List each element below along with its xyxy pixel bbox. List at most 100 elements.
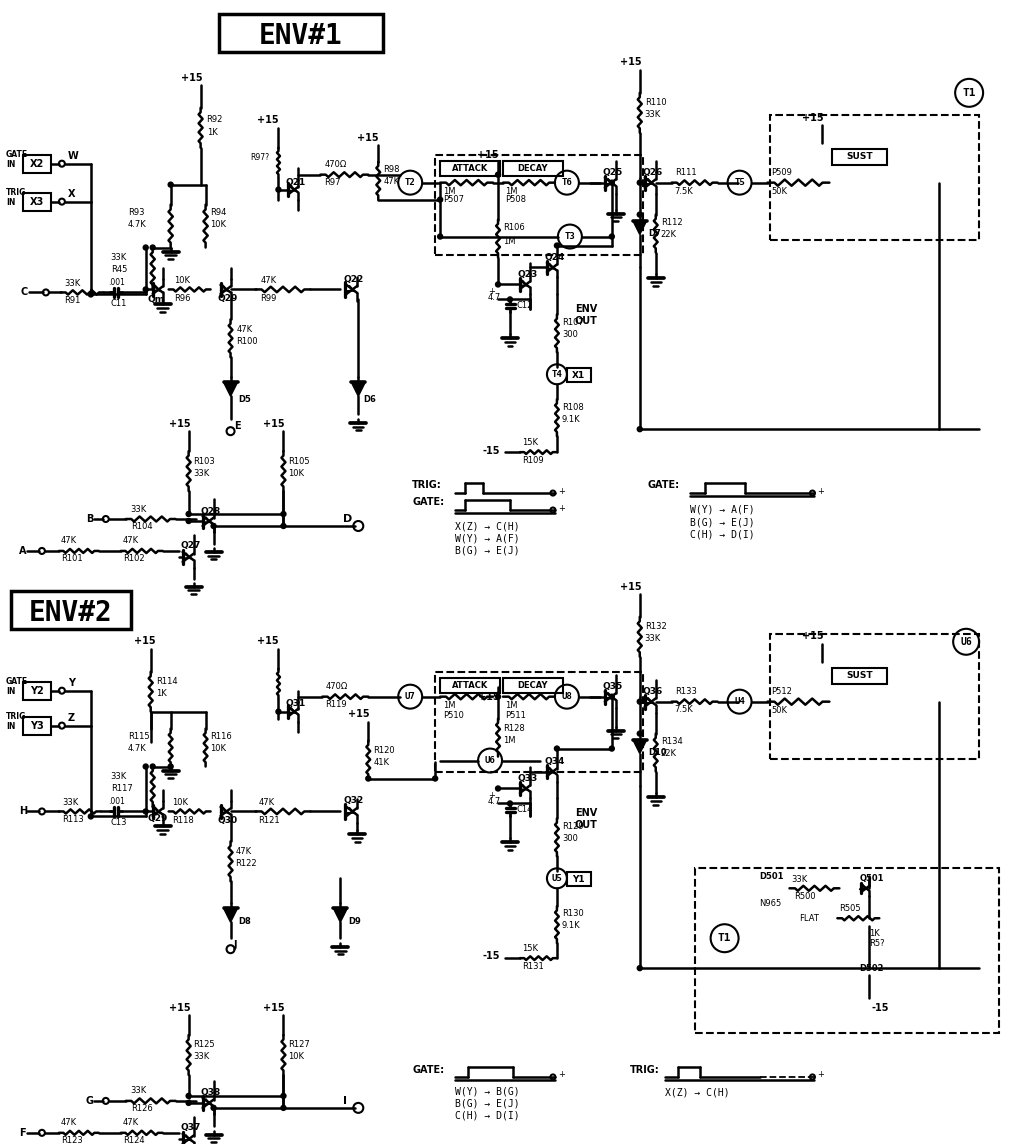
Text: Q33: Q33 — [518, 774, 538, 783]
Circle shape — [555, 243, 560, 248]
Text: 33K: 33K — [130, 1086, 147, 1096]
Circle shape — [638, 212, 643, 217]
Circle shape — [280, 1106, 286, 1110]
Text: 33K: 33K — [130, 504, 147, 513]
Text: Q37: Q37 — [181, 1123, 201, 1132]
Circle shape — [433, 776, 438, 782]
Text: C(H) → D(I): C(H) → D(I) — [455, 1110, 520, 1121]
Text: C(H) → D(I): C(H) → D(I) — [689, 529, 755, 540]
Text: GATE: GATE — [6, 150, 28, 159]
Text: C14: C14 — [516, 804, 532, 814]
Text: 1M: 1M — [505, 701, 518, 711]
Text: R97: R97 — [324, 178, 341, 187]
Text: R116: R116 — [210, 732, 232, 741]
Circle shape — [438, 197, 443, 202]
Text: T5: T5 — [734, 178, 745, 187]
Text: R103: R103 — [194, 456, 215, 465]
Text: D8: D8 — [238, 917, 252, 926]
Text: T1: T1 — [963, 88, 976, 97]
Text: 47K: 47K — [259, 798, 274, 807]
Text: Q32: Q32 — [344, 796, 363, 804]
Text: 50K: 50K — [771, 706, 788, 715]
Text: 10K: 10K — [289, 469, 304, 478]
Text: P510: P510 — [443, 712, 464, 720]
Text: C12: C12 — [516, 301, 532, 309]
Text: R127: R127 — [289, 1041, 310, 1050]
Text: ATTACK: ATTACK — [452, 681, 489, 690]
Circle shape — [280, 1093, 286, 1098]
Text: +: + — [558, 503, 565, 512]
Text: R45: R45 — [111, 265, 127, 274]
Text: C13: C13 — [111, 818, 127, 827]
Text: 15K: 15K — [522, 943, 538, 952]
Text: +15: +15 — [181, 73, 202, 83]
Text: 7.5K: 7.5K — [675, 705, 693, 714]
Circle shape — [186, 518, 191, 524]
Text: Q25: Q25 — [602, 168, 623, 178]
Bar — [567, 872, 591, 886]
Text: Q31: Q31 — [286, 699, 305, 708]
Text: R130: R130 — [562, 909, 584, 918]
Text: Q30: Q30 — [217, 816, 238, 825]
Bar — [23, 682, 51, 700]
Text: R91: R91 — [64, 296, 81, 305]
Circle shape — [496, 172, 501, 178]
Text: 33K: 33K — [64, 278, 80, 288]
Text: +15: +15 — [620, 582, 642, 591]
Text: 22K: 22K — [660, 749, 677, 758]
Text: R97?: R97? — [250, 154, 270, 163]
Text: +: + — [818, 487, 824, 495]
Text: -15: -15 — [871, 1003, 889, 1013]
Text: +15: +15 — [264, 419, 285, 430]
Circle shape — [276, 187, 280, 193]
Circle shape — [638, 426, 643, 432]
Text: T4: T4 — [552, 370, 562, 379]
Text: -15: -15 — [482, 446, 500, 456]
Text: Q24: Q24 — [545, 253, 565, 262]
Text: 33K: 33K — [194, 469, 210, 478]
Text: +: + — [818, 1070, 824, 1080]
Polygon shape — [333, 909, 348, 923]
Text: W: W — [68, 151, 79, 160]
Circle shape — [280, 524, 286, 528]
Text: R107: R107 — [562, 317, 584, 327]
Text: 1K: 1K — [869, 928, 880, 937]
Text: OUT: OUT — [574, 316, 598, 327]
Text: Q35: Q35 — [602, 682, 623, 691]
Text: TRIG:: TRIG: — [629, 1065, 659, 1075]
Text: R133: R133 — [675, 688, 697, 696]
Text: +15: +15 — [802, 630, 824, 641]
Text: 33K: 33K — [645, 634, 661, 643]
Circle shape — [143, 245, 148, 250]
Text: H: H — [19, 807, 27, 816]
Text: D: D — [344, 515, 353, 524]
Text: 10K: 10K — [289, 1052, 304, 1061]
Text: R105: R105 — [289, 456, 310, 465]
Circle shape — [88, 814, 93, 819]
Text: Y: Y — [68, 677, 75, 688]
Text: ATTACK: ATTACK — [452, 164, 489, 173]
Text: 1M: 1M — [443, 701, 455, 711]
Text: F: F — [19, 1128, 26, 1138]
Circle shape — [610, 746, 615, 751]
Text: J: J — [234, 940, 237, 950]
Bar — [440, 677, 500, 692]
Text: Z: Z — [68, 713, 75, 723]
Text: 300: 300 — [562, 834, 578, 843]
Text: 47K: 47K — [123, 1118, 139, 1128]
Text: ENV: ENV — [574, 305, 597, 314]
Text: Q28: Q28 — [201, 507, 220, 516]
Text: D9: D9 — [349, 917, 361, 926]
Bar — [11, 591, 130, 629]
Text: Q38: Q38 — [201, 1089, 220, 1098]
Text: 1K: 1K — [155, 689, 167, 698]
Text: 9.1K: 9.1K — [562, 415, 581, 424]
Text: Y2: Y2 — [30, 685, 43, 696]
Text: X(Z) → C(H): X(Z) → C(H) — [455, 521, 520, 532]
Text: T1: T1 — [718, 933, 732, 943]
Text: R118: R118 — [172, 816, 194, 825]
Text: 47K: 47K — [237, 324, 253, 333]
Text: R111: R111 — [675, 168, 697, 178]
Text: GATE:: GATE: — [412, 1065, 444, 1075]
Text: P507: P507 — [443, 195, 464, 204]
